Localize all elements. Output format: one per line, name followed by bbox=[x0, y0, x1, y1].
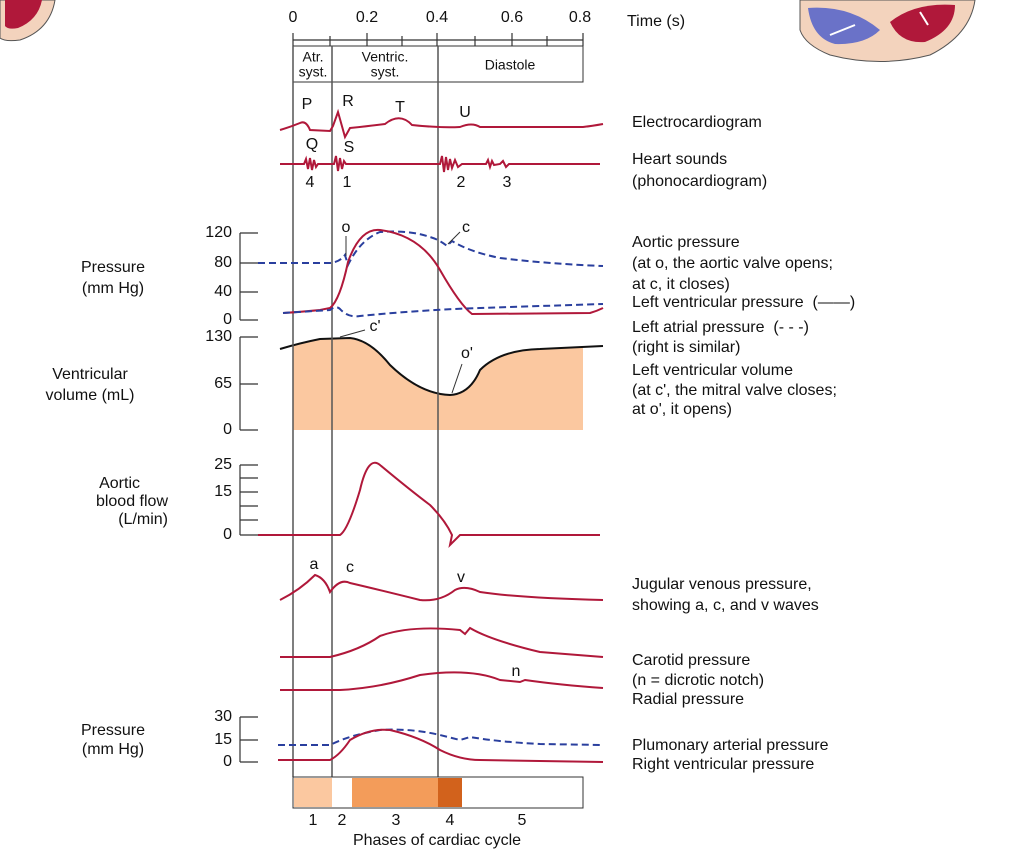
heart-icon-left bbox=[0, 0, 55, 41]
wave-label: c bbox=[346, 559, 354, 576]
tick-label: 130 bbox=[205, 328, 232, 345]
flow-axis bbox=[240, 465, 258, 535]
axis-title: Pressure bbox=[81, 722, 145, 739]
tick-label: 15 bbox=[214, 731, 232, 748]
time-axis: 0 0.2 0.4 0.6 0.8 Time (s) bbox=[289, 9, 686, 46]
marker-label: o bbox=[342, 219, 351, 236]
caption: (at o, the aortic valve opens; bbox=[632, 255, 833, 272]
phase-label: 4 bbox=[446, 812, 455, 829]
tick-label: 0 bbox=[223, 526, 232, 543]
tick-label: 25 bbox=[214, 456, 232, 473]
caption: Electrocardiogram bbox=[632, 114, 762, 131]
wiggers-diagram: 0 0.2 0.4 0.6 0.8 Time (s) Atr. syst. Ve… bbox=[0, 0, 1015, 850]
phase-label: 1 bbox=[309, 812, 318, 829]
tick-label: 0.6 bbox=[501, 9, 523, 26]
marker-label: o' bbox=[461, 345, 473, 362]
captions: Electrocardiogram Heart sounds (phonocardi… bbox=[632, 114, 855, 773]
caption: Plumonary arterial pressure bbox=[632, 737, 829, 754]
caption: (at c', the mitral valve closes; bbox=[632, 382, 837, 399]
tick-label: 0.8 bbox=[569, 9, 591, 26]
caption: Left ventricular pressure (——) bbox=[632, 294, 855, 311]
tick-label: 0.2 bbox=[356, 9, 378, 26]
caption: Jugular venous pressure, bbox=[632, 576, 812, 593]
phase-header: syst. bbox=[371, 64, 400, 80]
wave-label: a bbox=[310, 556, 319, 573]
axis-title: blood flow bbox=[96, 493, 168, 510]
wave-label: S bbox=[344, 139, 355, 156]
tick-label: 0 bbox=[223, 753, 232, 770]
caption: Radial pressure bbox=[632, 691, 744, 708]
axis-title: (mm Hg) bbox=[82, 280, 144, 297]
phase-header: Ventric. bbox=[362, 49, 409, 65]
phases-title: Phases of cardiac cycle bbox=[353, 832, 521, 849]
caption: (n = dicrotic notch) bbox=[632, 672, 764, 689]
tick-label: 40 bbox=[214, 283, 232, 300]
caption: at o', it opens) bbox=[632, 401, 732, 418]
sound-label: 1 bbox=[343, 174, 352, 191]
tick-label: 65 bbox=[214, 375, 232, 392]
caption: (phonocardiogram) bbox=[632, 173, 767, 190]
tick-label: 80 bbox=[214, 254, 232, 271]
caption: Heart sounds bbox=[632, 151, 727, 168]
heart-sound-curve bbox=[280, 156, 600, 172]
phase-label: 3 bbox=[392, 812, 401, 829]
tick-label: 30 bbox=[214, 708, 232, 725]
axis-title: Pressure bbox=[81, 259, 145, 276]
caption: Carotid pressure bbox=[632, 652, 750, 669]
marker-label: c' bbox=[369, 318, 380, 335]
tick-label: 0 bbox=[223, 421, 232, 438]
tick-label: 0 bbox=[289, 9, 298, 26]
wave-label: T bbox=[395, 99, 405, 116]
axis-title: Ventricular bbox=[52, 366, 128, 383]
axis-title: Time (s) bbox=[627, 13, 685, 30]
wave-label: U bbox=[459, 104, 471, 121]
wave-label: P bbox=[302, 96, 313, 113]
phase-segment bbox=[294, 778, 332, 807]
caption: Left ventricular volume bbox=[632, 362, 793, 379]
caption: Aortic pressure bbox=[632, 234, 740, 251]
pressure-axis bbox=[240, 233, 258, 320]
radial-curve bbox=[280, 672, 603, 690]
caption: showing a, c, and v waves bbox=[632, 597, 819, 614]
caption: Right ventricular pressure bbox=[632, 756, 814, 773]
pulmonary-curve bbox=[278, 730, 603, 745]
axis-title: Aortic bbox=[99, 475, 140, 492]
wave-label: R bbox=[342, 93, 354, 110]
tick-label: 0 bbox=[223, 311, 232, 328]
tick-label: 120 bbox=[205, 224, 232, 241]
volume-axis bbox=[240, 337, 258, 430]
caption: Left atrial pressure (- - -) bbox=[632, 319, 809, 336]
marker-label: n bbox=[512, 663, 521, 680]
axis-title: volume (mL) bbox=[46, 387, 135, 404]
ecg-curve bbox=[280, 112, 603, 137]
flow-curve bbox=[258, 463, 600, 545]
phase-segment bbox=[438, 778, 462, 807]
tick-label: 15 bbox=[214, 483, 232, 500]
caption: (right is similar) bbox=[632, 339, 740, 356]
sound-label: 3 bbox=[503, 174, 512, 191]
phase-header: Diastole bbox=[485, 57, 536, 73]
axis-title: (mm Hg) bbox=[82, 741, 144, 758]
phase-segment bbox=[352, 778, 438, 807]
sound-label: 4 bbox=[306, 174, 315, 191]
phase-header: syst. bbox=[299, 64, 328, 80]
tick-label: 0.4 bbox=[426, 9, 448, 26]
heart-icon-right bbox=[800, 0, 975, 62]
aortic-pressure-curve bbox=[258, 232, 603, 266]
jugular-curve bbox=[280, 575, 603, 600]
phase-label: 2 bbox=[338, 812, 347, 829]
caption: at c, it closes) bbox=[632, 276, 730, 293]
volume-area bbox=[280, 338, 603, 430]
wave-label: v bbox=[457, 569, 465, 586]
phase-header: Atr. bbox=[302, 49, 323, 65]
carotid-curve bbox=[280, 628, 603, 657]
axis-title: (L/min) bbox=[118, 511, 168, 528]
phase-label: 5 bbox=[518, 812, 527, 829]
pulmonary-axis bbox=[240, 717, 258, 762]
marker-label: c bbox=[462, 219, 470, 236]
sound-label: 2 bbox=[457, 174, 466, 191]
wave-label: Q bbox=[306, 136, 318, 153]
